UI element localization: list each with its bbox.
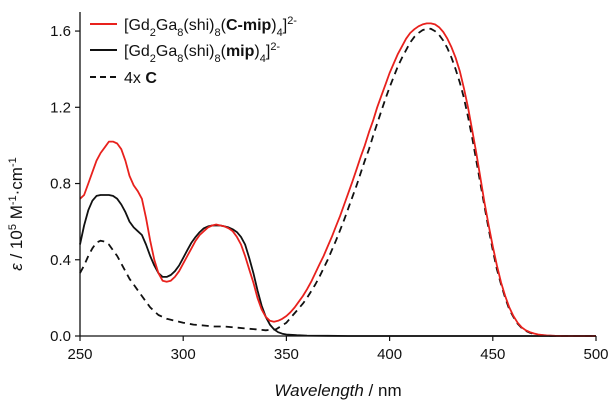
legend: [Gd2Ga8(shi)8(C-mip)4]2- [Gd2Ga8(shi)8(m… — [90, 15, 297, 87]
x-tick-label: 300 — [171, 346, 196, 363]
y-axis-title: ε / 105 M-1·cm-1 — [7, 157, 26, 270]
axes — [75, 12, 597, 341]
y-tick-label: 0.0 — [50, 328, 71, 345]
plot-lines — [79, 22, 596, 337]
y-tick-label: 0.8 — [50, 176, 71, 193]
x-tick-label: 450 — [480, 346, 505, 363]
x-tick-label: 250 — [67, 346, 92, 363]
legend-label-series-1: [Gd2Ga8(shi)8(C-mip)4]2- — [124, 15, 297, 39]
legend-label-series-2: [Gd2Ga8(shi)8(mip)4]2- — [124, 41, 280, 65]
y-tick-label: 1.6 — [50, 23, 71, 40]
series-line-2 — [79, 194, 596, 337]
x-tick-label: 500 — [583, 346, 608, 363]
x-tick-label: 400 — [377, 346, 402, 363]
series-line-1 — [79, 22, 596, 337]
y-tick-label: 0.4 — [50, 252, 71, 269]
tick-labels: 250 300 350 400 450 500 0.0 0.4 0.8 1.2 1.6 — [50, 23, 608, 363]
x-tick-label: 350 — [274, 346, 299, 363]
x-axis-title: Wavelength / nm — [274, 381, 401, 400]
legend-label-series-3: 4x C — [124, 70, 157, 87]
series-line-3 — [79, 27, 596, 337]
y-tick-label: 1.2 — [50, 99, 71, 116]
